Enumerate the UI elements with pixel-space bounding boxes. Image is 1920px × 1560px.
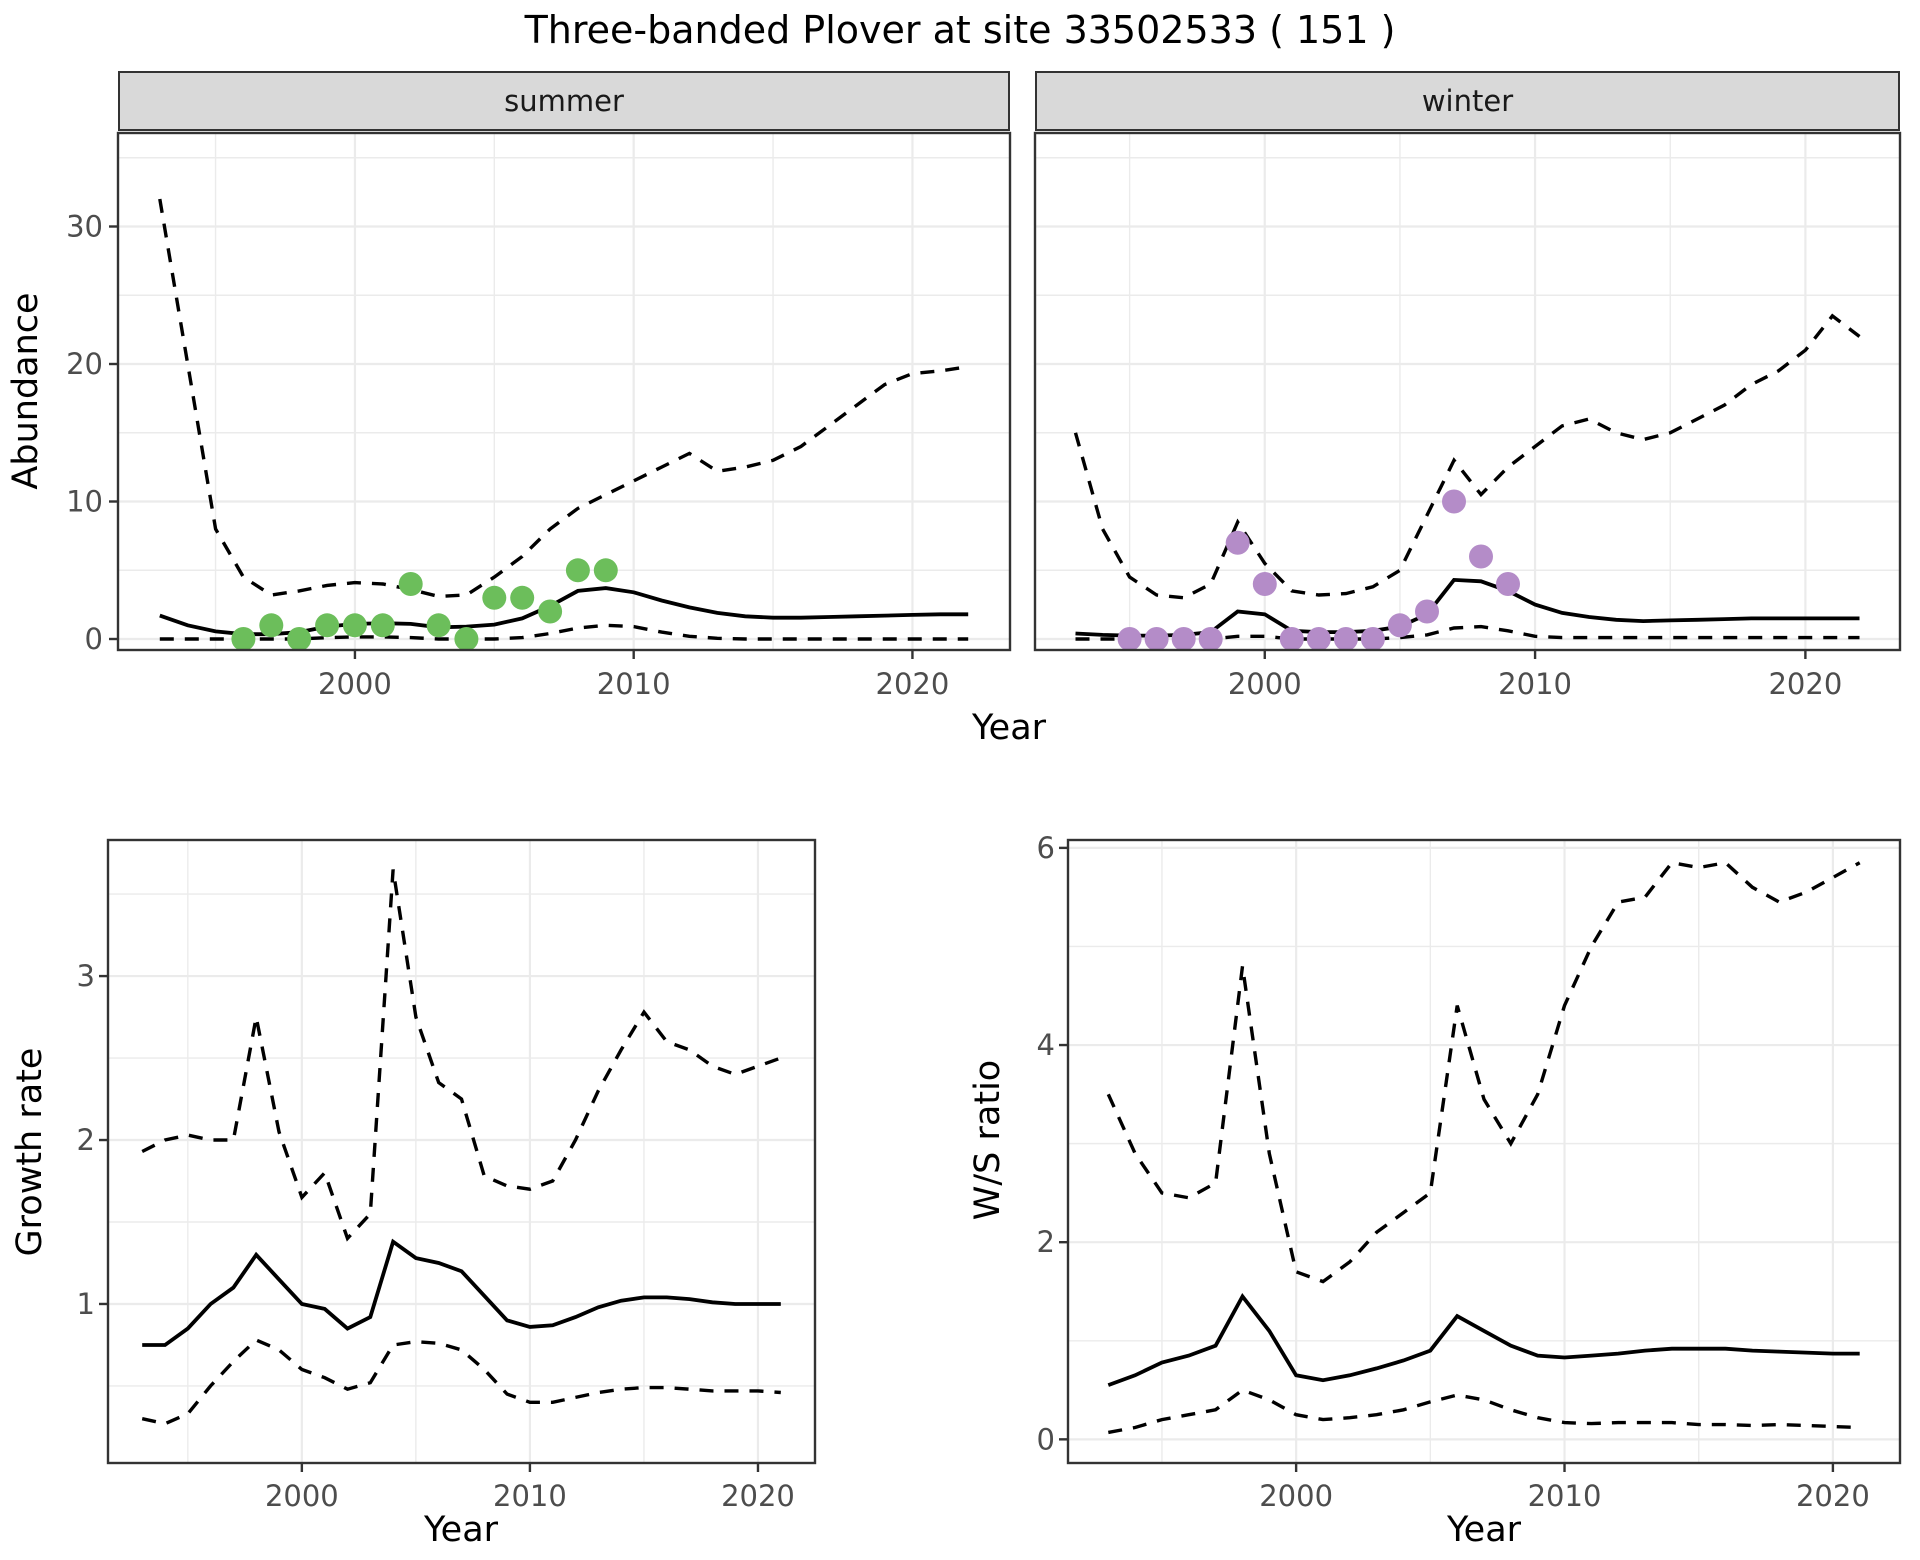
x-tick-label: 2000 [1259,1479,1333,1513]
observation-point [1442,489,1466,514]
panel-border [106,838,817,1465]
series-lines [158,198,969,641]
x-tick-label: 2000 [1228,667,1302,701]
observation-point [1225,530,1250,555]
observation-point [593,558,618,583]
lower_ci-line [1107,1388,1860,1435]
observation-point [342,613,367,638]
facet-strip-winter: winter [1035,71,1900,131]
top-year-axis-title: Year [971,708,1047,748]
x-tick-label: 2020 [1796,1479,1870,1513]
panel-growth_rate: 2000 2010 2020 1 2 3 [77,838,817,1513]
observation-point [1333,627,1358,650]
x-tick-label: 2010 [597,667,671,701]
growth-year-axis-title: Year [423,1510,499,1550]
observation-point [1469,544,1493,569]
panel-border [116,131,1012,652]
observation-point [398,572,423,596]
gridlines [1035,133,1900,650]
y-tick-label: 20 [66,347,103,381]
facet-strip-winter-label: winter [1421,84,1514,118]
y-tick-label: 3 [77,959,95,993]
facet-strip-summer-label: summer [504,84,624,118]
observation-points [231,558,618,650]
upper_ci-line [1073,313,1861,600]
x-tick-label: 2010 [1498,667,1572,701]
x-tick-label: 2020 [1768,667,1842,701]
y-tick-label: 1 [77,1287,95,1321]
observation-point [482,585,507,610]
observation-point [1387,613,1412,638]
panel-ws_ratio: 2000 2010 2020 0 2 4 6 [1037,831,1902,1513]
page-title: Three-banded Plover at site 33502533 ( 1… [524,8,1396,52]
facet-strip-summer: summer [118,71,1010,131]
panel-abundance_summer: 2000 2010 2020 0 10 20 30 [66,131,1012,701]
y-tick-label: 30 [66,210,103,244]
y-tick-label: 6 [1037,831,1055,865]
gridlines [118,133,1010,650]
series-lines [1106,860,1861,1435]
ws-year-axis-title: Year [1446,1510,1522,1550]
observation-point [1171,627,1196,650]
panel-border [1033,131,1902,652]
observation-points [1117,489,1520,650]
observation-point [426,613,451,638]
observation-point [454,627,479,650]
observation-point [287,627,312,650]
y-tick-label: 4 [1037,1028,1055,1062]
observation-point [259,613,284,638]
upper_ci-line [141,869,782,1242]
median-line [142,1238,781,1347]
observation-point [1198,627,1223,650]
observation-point [1144,627,1169,650]
observation-point [1415,599,1439,624]
x-tick-label: 2000 [318,667,392,701]
lower_ci-line [141,1337,781,1426]
observation-point [1252,572,1277,596]
observation-point [1117,627,1142,650]
observation-point [370,613,395,638]
y-tick-label: 2 [1037,1225,1055,1259]
median-line [1107,1292,1860,1387]
observation-point [231,627,256,650]
panel-abundance_winter: 2000 2010 2020 [1033,131,1902,701]
series-lines [141,869,782,1426]
x-tick-label: 2020 [876,667,950,701]
upper_ci-line [158,198,969,599]
y-tick-label: 2 [77,1123,95,1157]
observation-point [1306,627,1331,650]
observation-point [1496,572,1520,596]
median-line [1075,577,1860,638]
gridlines [1068,840,1900,1463]
observation-point [315,613,340,638]
y-tick-label: 0 [85,622,103,656]
x-tick-label: 2010 [1528,1479,1602,1513]
y-tick-label: 10 [66,485,103,519]
panel-border [1066,838,1902,1465]
x-tick-label: 2010 [493,1479,567,1513]
y-tick-label: 0 [1037,1422,1055,1456]
x-tick-label: 2020 [721,1479,795,1513]
observation-point [510,585,535,610]
x-tick-label: 2000 [265,1479,339,1513]
observation-point [1279,627,1304,650]
observation-point [1360,627,1385,650]
gridlines [108,840,815,1463]
upper_ci-line [1106,860,1861,1284]
observation-point [538,599,563,624]
observation-point [565,558,590,583]
